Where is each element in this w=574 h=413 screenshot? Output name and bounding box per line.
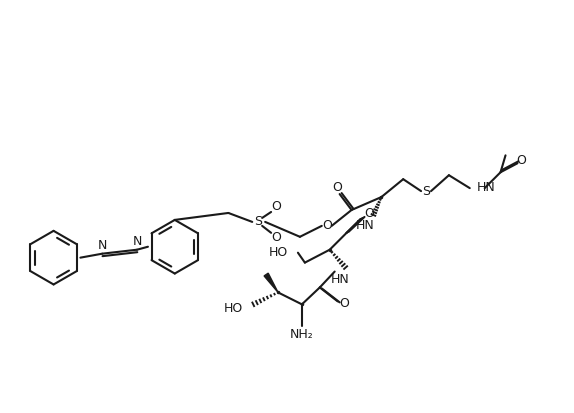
Text: O: O [340,297,350,310]
Text: NH₂: NH₂ [290,328,314,341]
Text: O: O [271,200,281,214]
Text: O: O [364,207,374,221]
Text: HO: HO [224,302,243,315]
Text: N: N [98,239,107,252]
Text: HO: HO [269,246,288,259]
Text: O: O [517,154,526,167]
Text: S: S [422,185,430,197]
Text: O: O [322,219,332,233]
Text: HN: HN [330,273,349,286]
Text: HN: HN [477,180,495,194]
Text: O: O [333,180,343,194]
Text: O: O [271,231,281,244]
Text: HN: HN [356,219,375,233]
Text: S: S [254,216,262,228]
Text: N: N [133,235,142,248]
Polygon shape [264,273,278,292]
